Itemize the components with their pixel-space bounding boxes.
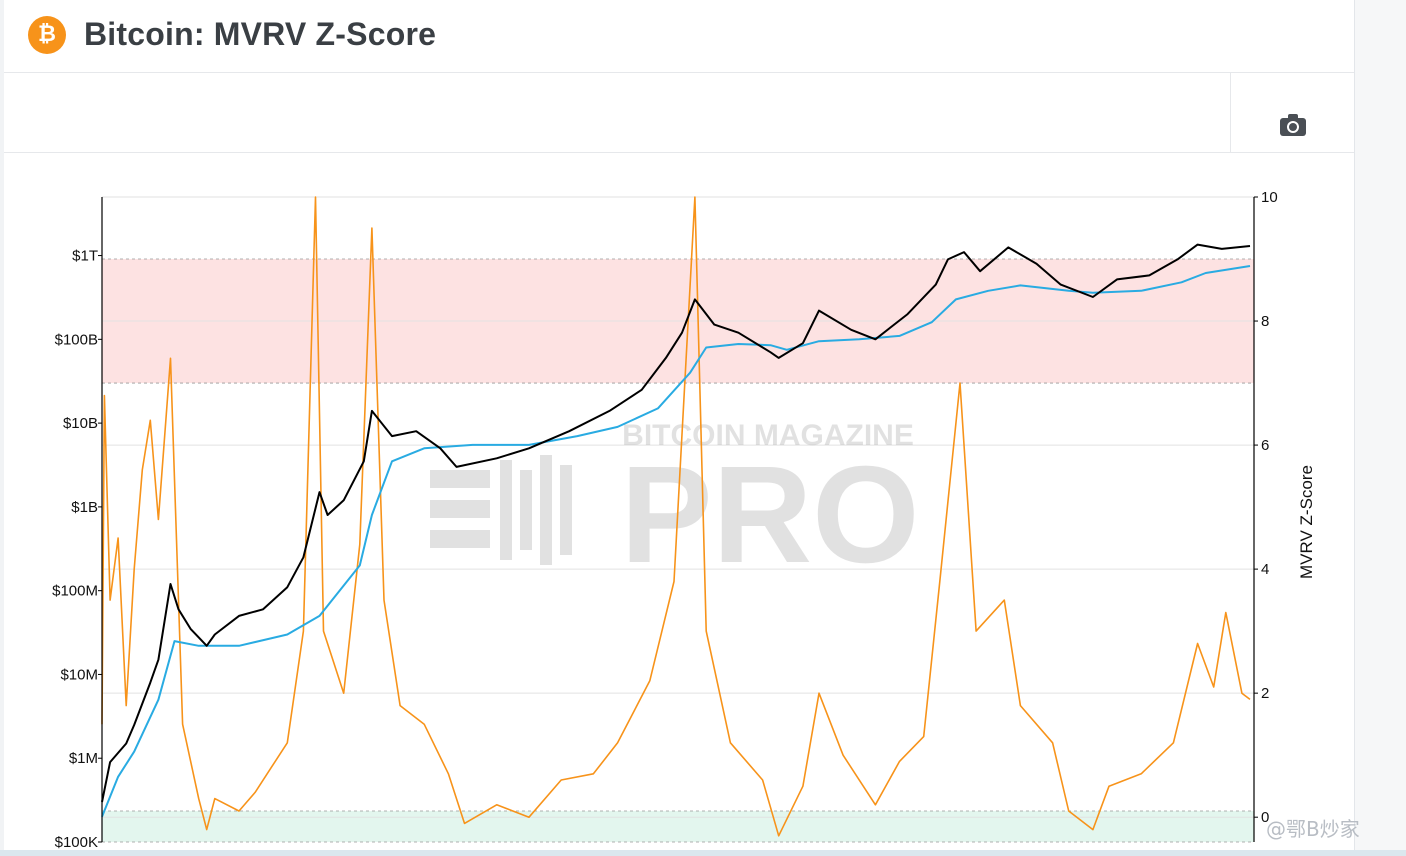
left-tick-label: $1T [72,248,98,265]
left-tick-label: $100K [55,834,98,851]
right-tick-label: 2 [1261,685,1269,702]
chart-header: ₿ Bitcoin: MVRV Z-Score [4,0,1354,73]
left-tick-label: $1B [71,499,98,516]
watermark-bars [430,455,572,565]
watermark: BITCOIN MAGAZINE PRO [430,419,920,592]
grid-lines [102,196,1254,818]
page-title: Bitcoin: MVRV Z-Score [84,16,437,52]
chart-card: ₿ Bitcoin: MVRV Z-Score [4,0,1355,850]
right-axis-label: MVRV Z-Score [1297,465,1316,579]
left-tick-label: $1M [69,750,98,767]
left-tick-label: $10B [63,415,98,432]
band-undervalued [102,810,1254,842]
right-tick-label: 0 [1261,809,1269,826]
series-layer [101,196,1251,837]
left-tick-label: $10M [60,666,98,683]
watermark-line2: PRO [620,438,919,592]
scroll-strip [0,850,1406,856]
right-tick-label: 10 [1261,189,1278,206]
bitcoin-icon: ₿ [28,16,66,54]
watermark-line1: BITCOIN MAGAZINE [622,419,914,452]
toolbar-divider [1230,73,1231,152]
corner-watermark: @鄂B炒家 [1266,817,1360,841]
chart-toolbar [4,73,1354,153]
right-tick-label: 4 [1261,561,1269,578]
camera-icon[interactable] [1279,113,1307,137]
left-tick-label: $100B [55,331,98,348]
series-line-0 [101,243,1251,803]
series-line-2 [101,196,1251,837]
right-tick-label: 8 [1261,313,1269,330]
page-gutter [1355,0,1406,850]
right-tick-label: 6 [1261,437,1269,454]
series-line-1 [101,265,1251,818]
left-tick-label: $100M [52,583,98,600]
axes: $100K $1M $10M $100M $1B $10B $100B $1T 0 2 4 6 8 10 [52,189,1278,851]
